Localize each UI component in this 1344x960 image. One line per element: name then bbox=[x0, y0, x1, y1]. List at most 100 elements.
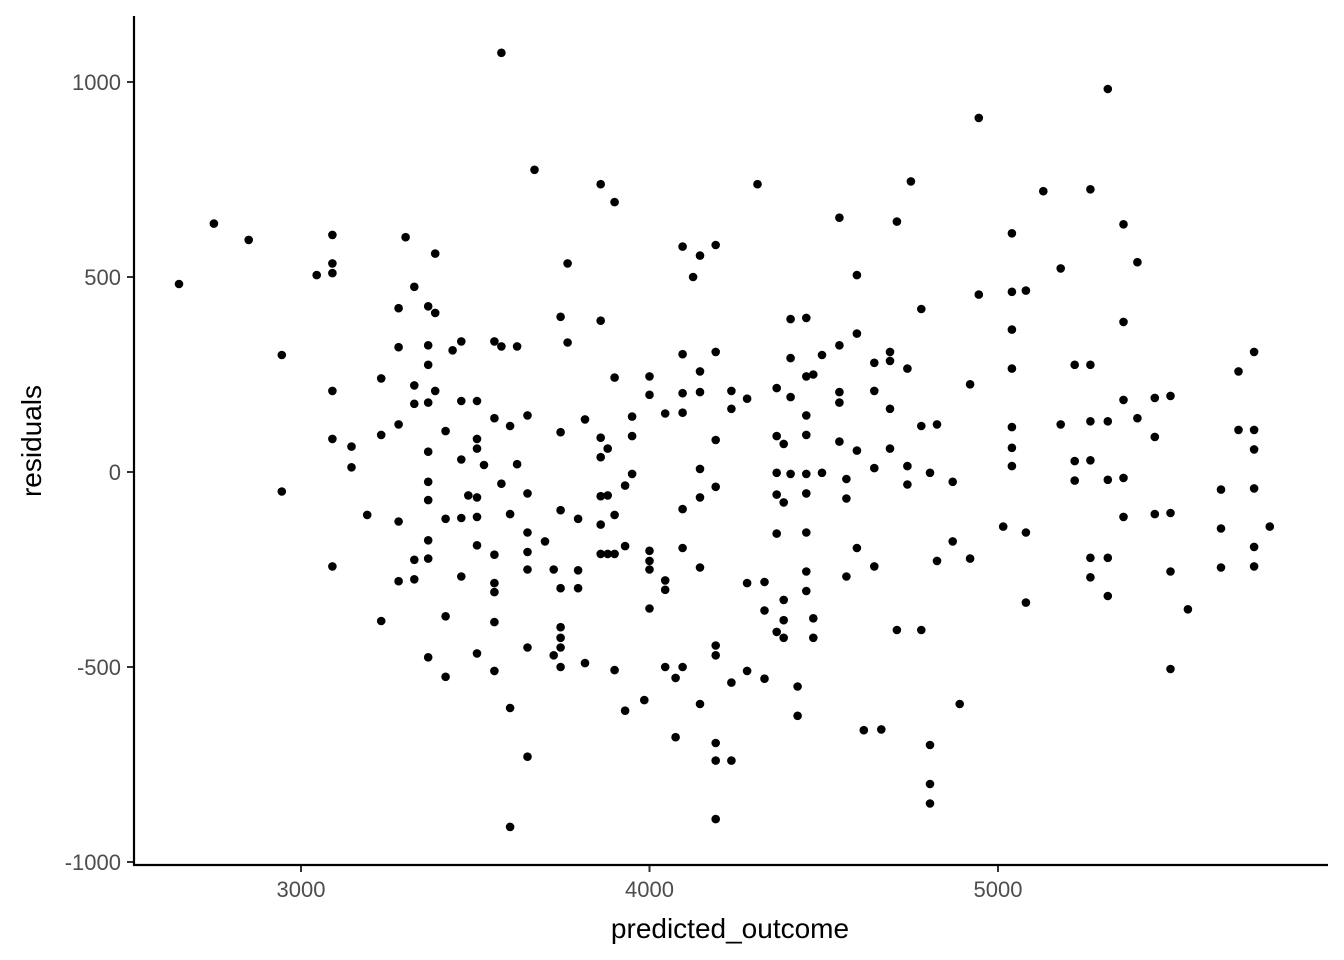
data-point bbox=[441, 672, 450, 682]
data-point bbox=[603, 549, 612, 559]
data-point bbox=[472, 396, 482, 406]
data-point bbox=[497, 48, 506, 58]
data-point bbox=[376, 374, 386, 383]
data-point bbox=[580, 658, 590, 668]
data-point bbox=[376, 430, 386, 440]
x-tick-label: 3000 bbox=[277, 877, 326, 902]
data-point bbox=[328, 230, 337, 240]
data-point bbox=[925, 779, 935, 789]
data-point bbox=[1119, 220, 1128, 229]
data-point bbox=[1021, 286, 1031, 295]
data-point bbox=[955, 699, 964, 709]
data-point bbox=[802, 469, 811, 479]
data-point bbox=[793, 711, 802, 721]
data-point bbox=[859, 725, 869, 735]
data-point bbox=[497, 342, 506, 351]
data-point bbox=[870, 463, 879, 473]
data-point bbox=[695, 367, 705, 376]
data-point bbox=[472, 649, 482, 658]
data-point bbox=[556, 427, 565, 437]
data-point bbox=[917, 421, 926, 431]
data-point bbox=[695, 699, 705, 709]
data-point bbox=[998, 522, 1008, 531]
data-point bbox=[556, 643, 565, 652]
data-point bbox=[711, 240, 720, 250]
data-point bbox=[1150, 393, 1160, 403]
data-point bbox=[556, 622, 565, 632]
data-point bbox=[423, 554, 433, 563]
data-point bbox=[809, 614, 818, 623]
data-point bbox=[917, 625, 926, 635]
data-point bbox=[678, 349, 687, 359]
data-point bbox=[457, 337, 466, 346]
data-point bbox=[671, 732, 680, 742]
data-point bbox=[410, 575, 419, 584]
data-point bbox=[573, 514, 583, 524]
data-point bbox=[1007, 461, 1017, 471]
data-point bbox=[627, 469, 637, 479]
data-point bbox=[556, 633, 565, 643]
data-point bbox=[430, 308, 440, 318]
data-point bbox=[711, 651, 720, 660]
data-point bbox=[1150, 432, 1160, 442]
data-point bbox=[711, 482, 720, 492]
data-point bbox=[423, 447, 433, 457]
data-point bbox=[328, 562, 337, 571]
data-point bbox=[1216, 485, 1226, 494]
data-point bbox=[549, 565, 558, 574]
data-point bbox=[479, 460, 489, 470]
data-point bbox=[852, 270, 862, 280]
data-point bbox=[660, 576, 670, 585]
data-point bbox=[817, 468, 827, 478]
data-point bbox=[842, 494, 851, 503]
data-point bbox=[573, 566, 583, 575]
y-tick-label: 0 bbox=[109, 460, 121, 485]
data-point bbox=[678, 388, 687, 398]
data-points bbox=[174, 48, 1275, 832]
data-point bbox=[627, 431, 637, 441]
data-point bbox=[1086, 360, 1095, 370]
data-point bbox=[410, 555, 419, 565]
data-point bbox=[852, 446, 862, 455]
data-point bbox=[660, 409, 670, 418]
data-point bbox=[610, 510, 619, 520]
data-point bbox=[817, 350, 827, 360]
data-point bbox=[523, 528, 532, 537]
data-point bbox=[596, 179, 605, 189]
data-point bbox=[430, 249, 440, 258]
data-point bbox=[497, 479, 506, 489]
data-point bbox=[556, 583, 565, 593]
data-point bbox=[885, 404, 895, 414]
data-point bbox=[490, 413, 499, 423]
data-point bbox=[209, 219, 219, 228]
data-point bbox=[678, 662, 687, 672]
data-point bbox=[490, 578, 499, 588]
data-point bbox=[596, 316, 605, 326]
data-point bbox=[620, 706, 630, 715]
data-point bbox=[441, 612, 450, 621]
data-point bbox=[596, 433, 605, 443]
data-point bbox=[490, 337, 499, 346]
data-point bbox=[974, 290, 984, 299]
data-point bbox=[925, 468, 935, 478]
data-point bbox=[610, 549, 619, 559]
data-point bbox=[842, 572, 851, 581]
data-point bbox=[645, 372, 654, 381]
data-point bbox=[711, 814, 720, 824]
data-point bbox=[394, 342, 403, 352]
data-point bbox=[277, 487, 287, 496]
data-point bbox=[328, 386, 337, 396]
y-tick-label: 1000 bbox=[72, 70, 121, 95]
data-point bbox=[779, 595, 788, 605]
data-point bbox=[596, 491, 605, 501]
data-point bbox=[620, 481, 630, 490]
data-point bbox=[1103, 591, 1113, 601]
data-point bbox=[760, 674, 769, 683]
data-point bbox=[786, 392, 795, 402]
data-point bbox=[965, 554, 975, 563]
data-point bbox=[1007, 422, 1017, 432]
data-point bbox=[610, 373, 619, 382]
data-point bbox=[573, 583, 583, 593]
data-point bbox=[464, 491, 473, 500]
data-point bbox=[835, 341, 844, 350]
